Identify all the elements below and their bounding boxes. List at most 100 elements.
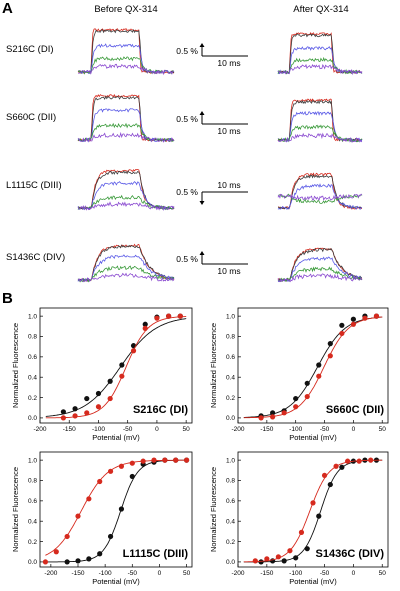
x-tick-label: -150: [63, 426, 76, 433]
data-point-0: [304, 546, 310, 552]
traces-before-row-2: [77, 169, 175, 211]
data-point-0: [60, 409, 66, 415]
trace-4: [77, 201, 175, 211]
data-point-0: [107, 378, 113, 384]
y-tick-label: 0.6: [226, 354, 235, 361]
plot-frame: [237, 307, 389, 424]
data-point-1: [86, 496, 92, 502]
column-header-before: Before QX-314: [94, 4, 157, 15]
data-point-0: [350, 316, 356, 322]
fit-curve-1: [45, 459, 187, 556]
y-tick-label: 1.0: [28, 313, 37, 320]
y-axis-label: Normalized Fluorescence: [209, 467, 218, 552]
traces-before-row-0: [77, 27, 175, 76]
x-tick-label: 50: [379, 426, 387, 433]
y-tick-label: 1.0: [226, 313, 235, 320]
scale-x-label-0: 10 ms: [217, 58, 240, 68]
y-tick-label: 0.4: [226, 374, 235, 381]
data-point-1: [281, 410, 287, 416]
scale-x-label-1: 10 ms: [217, 126, 240, 136]
x-tick-label: 50: [183, 570, 191, 577]
x-tick-label: -50: [123, 426, 133, 433]
data-point-1: [350, 321, 356, 327]
fit-curve-1: [243, 459, 383, 563]
data-point-1: [119, 373, 125, 379]
x-tick-label: -100: [289, 570, 302, 577]
row-label-0: S216C (DI): [6, 44, 54, 55]
plot-frame: [39, 451, 193, 568]
x-tick-label: -200: [231, 426, 244, 433]
data-point-1: [173, 457, 179, 463]
x-axis-label: Potential (mV): [92, 433, 140, 442]
fit-curve-0: [45, 459, 187, 563]
y-tick-label: 0.0: [226, 559, 235, 566]
x-tick-label: 0: [155, 426, 159, 433]
data-point-1: [64, 533, 70, 540]
data-point-1: [107, 395, 113, 402]
data-point-1: [130, 348, 137, 354]
x-tick-label: 0: [158, 570, 162, 577]
scale-y-label-1: 0.5 %: [176, 114, 198, 124]
data-point-0: [75, 558, 81, 564]
data-point-1: [118, 463, 125, 469]
trace-2: [77, 43, 175, 75]
trace-3: [277, 56, 363, 75]
data-point-0: [316, 362, 322, 368]
y-tick-label: 0.4: [28, 518, 37, 525]
chart-mutant-label: S660C (DII): [326, 404, 384, 416]
scale-arrow-icon-1: [199, 111, 205, 115]
data-point-1: [166, 313, 172, 319]
y-tick-label: 0.8: [28, 478, 37, 485]
y-tick-label: 0.2: [226, 395, 235, 402]
trace-4: [277, 63, 363, 76]
data-point-0: [86, 556, 92, 562]
x-axis-label: Potential (mV): [289, 433, 337, 442]
chart-mutant-label: S216C (DI): [133, 404, 188, 416]
data-point-1: [321, 472, 328, 479]
data-point-0: [97, 551, 103, 557]
traces-after-row-3: [277, 247, 363, 283]
data-point-1: [53, 549, 59, 555]
data-point-0: [270, 410, 276, 416]
x-tick-label: 50: [379, 570, 387, 577]
x-tick-label: -200: [33, 426, 46, 433]
y-axis-label: Normalized Fluorescence: [11, 323, 20, 408]
chart-0: -200 -150 -100 -50 0 50 0.0 0.2 0.4 0.6 0.8 1.0 Pote…: [11, 307, 193, 442]
y-tick-label: 1.0: [226, 457, 235, 464]
data-point-1: [60, 415, 66, 421]
trace-1: [77, 244, 175, 282]
data-point-1: [362, 315, 368, 321]
x-tick-label: 50: [183, 426, 191, 433]
x-tick-label: -100: [289, 426, 302, 433]
y-tick-label: 0.0: [28, 415, 37, 422]
data-point-1: [75, 513, 81, 519]
data-point-0: [107, 533, 114, 540]
data-point-1: [304, 393, 310, 400]
data-point-0: [258, 559, 264, 565]
panel-b-letter: B: [2, 290, 13, 307]
data-point-1: [368, 457, 374, 463]
data-point-1: [310, 500, 316, 506]
trace-3: [77, 194, 175, 211]
scale-y-label-3: 0.5 %: [176, 254, 198, 264]
y-tick-label: 0.0: [226, 415, 235, 422]
data-point-1: [333, 463, 339, 469]
x-tick-label: -100: [99, 570, 112, 577]
data-point-1: [258, 415, 264, 421]
x-axis-label: Potential (mV): [92, 577, 140, 586]
trace-4: [77, 131, 175, 143]
x-tick-label: 0: [352, 426, 356, 433]
data-point-0: [327, 481, 333, 488]
data-point-0: [142, 321, 148, 327]
traces-after-row-2: [277, 172, 363, 211]
data-point-0: [339, 322, 345, 328]
trace-3: [77, 122, 175, 143]
data-point-1: [316, 373, 322, 379]
traces-after-row-1: [277, 98, 363, 143]
y-axis-label: Normalized Fluorescence: [209, 323, 218, 408]
chart-3: -200 -150 -100 -50 0 50 0.0 0.2 0.4 0.6 0.8 1.0 Pote…: [209, 451, 389, 586]
scale-arrow-icon-3: [199, 251, 205, 255]
fit-curve-0: [45, 318, 187, 417]
fit-curve-0: [243, 316, 383, 418]
